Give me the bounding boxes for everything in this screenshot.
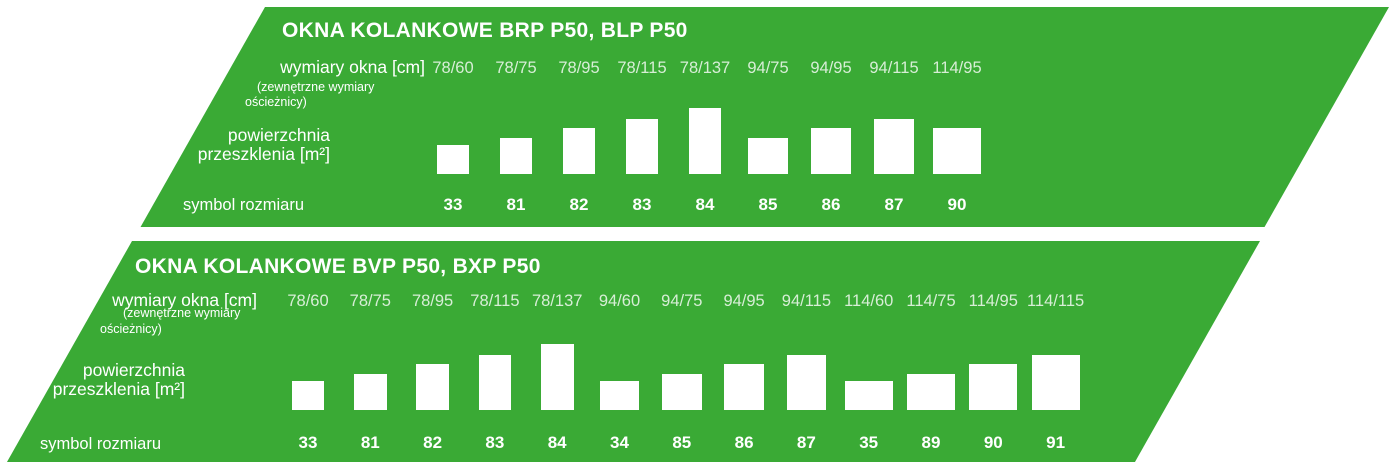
dimension-value: 114/95 — [968, 292, 1018, 310]
symbol-value: 84 — [695, 195, 715, 214]
dimension-value: 78/137 — [531, 292, 583, 310]
glazing-rect — [907, 374, 955, 410]
glazing-rect — [599, 381, 640, 410]
symbol-row-label: symbol rozmiaru — [183, 196, 305, 214]
symbol-value: 84 — [547, 433, 567, 452]
dimensions-note-line1: (zewnętrzne wymiary — [123, 306, 241, 320]
glazing-rect — [662, 374, 702, 410]
symbol-value: 33 — [298, 433, 318, 452]
glazing-label-line2: przeszklenia [m²] — [197, 143, 330, 164]
glazing-rect — [786, 354, 827, 410]
symbol-value: 91 — [1046, 433, 1066, 452]
dimension-value: 78/60 — [432, 59, 474, 77]
dimension-value: 94/95 — [810, 59, 852, 77]
glazing-rect — [874, 118, 914, 174]
dimension-value: 94/75 — [747, 59, 789, 77]
glazing-row-label: powierzchnia przeszklenia [m²] — [198, 126, 330, 163]
dimension-value: 78/115 — [617, 59, 667, 77]
dimension-value: 94/115 — [781, 292, 832, 310]
symbol-value: 90 — [947, 195, 967, 214]
symbol-value: 87 — [796, 433, 816, 452]
symbol-value: 81 — [506, 195, 526, 214]
dimension-value: 78/75 — [495, 59, 537, 77]
glazing-rect — [844, 381, 893, 410]
dimension-value: 78/95 — [558, 59, 600, 77]
dimension-value: 78/95 — [411, 292, 454, 310]
dimension-value: 78/75 — [349, 292, 391, 310]
glazing-rect — [811, 128, 851, 174]
dimension-value: 78/115 — [470, 292, 520, 310]
glazing-rect — [748, 138, 788, 174]
dimension-value: 114/115 — [1026, 292, 1085, 310]
glazing-rect — [724, 364, 764, 410]
dimensions-row-label: wymiary okna [cm] — [112, 290, 257, 310]
symbol-value: 85 — [672, 433, 692, 452]
glazing-row-label: powierzchnia przeszklenia [m²] — [53, 361, 185, 398]
glazing-rect — [353, 374, 387, 410]
glazing-label-line1: powierzchnia — [227, 125, 330, 145]
dimension-value: 94/75 — [661, 292, 703, 310]
symbol-value: 83 — [485, 433, 505, 452]
symbol-value: 82 — [423, 433, 443, 452]
dimension-value: 94/95 — [723, 292, 765, 310]
symbol-value: 85 — [758, 195, 778, 214]
dimension-value: 114/95 — [932, 59, 982, 77]
symbol-value: 82 — [569, 195, 589, 214]
glazing-rect — [416, 364, 449, 410]
glazing-rect — [478, 354, 512, 410]
glazing-rect — [969, 364, 1018, 410]
glazing-rect — [499, 138, 533, 174]
glazing-rect — [436, 145, 470, 174]
dimension-value: 94/115 — [869, 59, 919, 77]
symbol-value: 83 — [632, 195, 652, 214]
symbol-value: 35 — [859, 433, 879, 452]
dimension-value: 94/60 — [598, 292, 641, 310]
symbol-value: 89 — [921, 433, 941, 452]
glazing-label-line2: przeszklenia [m²] — [52, 378, 185, 399]
glazing-rect — [291, 381, 325, 410]
glazing-rect — [933, 128, 981, 174]
glazing-rect — [625, 118, 659, 174]
glazing-rect — [688, 108, 722, 174]
dimensions-row-label: wymiary okna [cm] — [280, 57, 425, 77]
glazing-rect — [562, 128, 596, 174]
symbol-value: 33 — [443, 195, 463, 214]
glazing-rect — [540, 344, 574, 410]
dimensions-note-line1: (zewnętrzne wymiary — [257, 80, 375, 94]
dimension-value: 114/75 — [906, 292, 956, 310]
symbol-value: 81 — [360, 433, 380, 452]
symbol-value: 86 — [734, 433, 754, 452]
glazing-rect — [1031, 354, 1080, 410]
dimension-value: 78/60 — [287, 292, 329, 310]
symbol-row-label: symbol rozmiaru — [40, 435, 162, 453]
dimension-value: 78/137 — [679, 59, 731, 77]
dimensions-note-line2: ościeżnicy) — [100, 322, 162, 336]
dimensions-note-line2: ościeżnicy) — [245, 95, 307, 109]
symbol-value: 87 — [884, 195, 904, 214]
panel-title: OKNA KOLANKOWE BVP P50, BXP P50 — [135, 255, 541, 278]
glazing-label-line1: powierzchnia — [82, 360, 185, 380]
symbol-value: 90 — [983, 433, 1003, 452]
symbol-value: 34 — [610, 433, 629, 452]
symbol-value: 86 — [821, 195, 841, 214]
dimension-value: 114/60 — [844, 292, 894, 310]
panel-title: OKNA KOLANKOWE BRP P50, BLP P50 — [282, 19, 688, 42]
